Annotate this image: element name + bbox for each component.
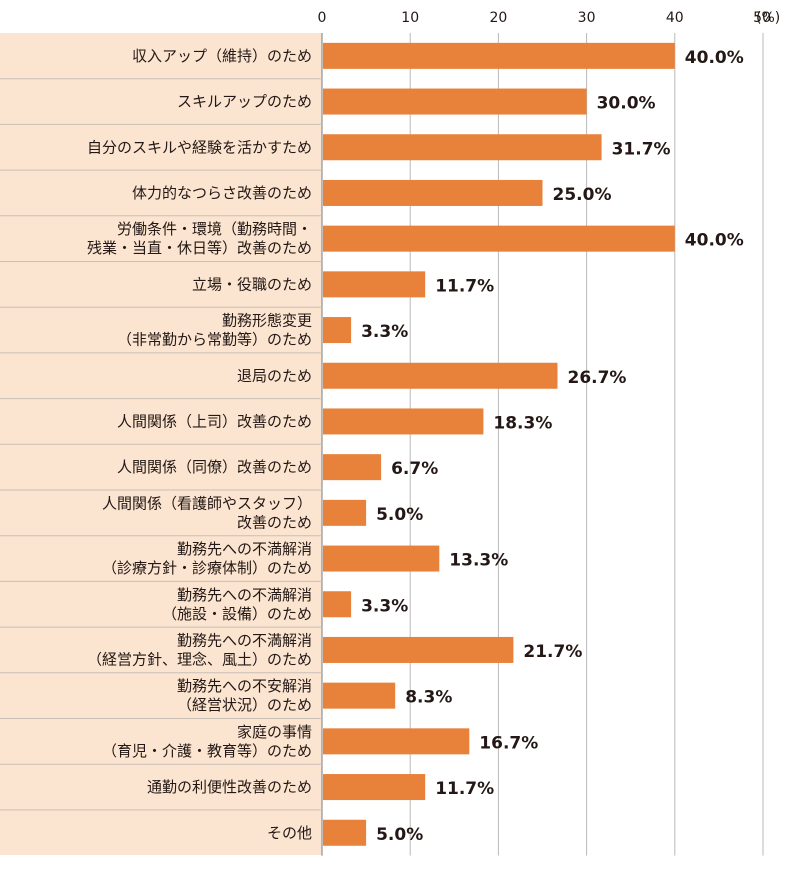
chart-rows <box>0 78 322 811</box>
bar <box>323 362 558 389</box>
bar <box>323 774 426 801</box>
category-label: 人間関係（看護師やスタッフ） <box>102 494 312 512</box>
value-label: 11.7% <box>435 276 494 296</box>
value-label: 3.3% <box>361 322 408 342</box>
bar <box>323 454 382 481</box>
category-label: （非常勤から常勤等）のため <box>117 331 312 349</box>
category-label: 退局のため <box>237 367 312 385</box>
value-label: 18.3% <box>493 413 552 433</box>
value-label: 30.0% <box>597 94 656 114</box>
category-label: （経営状況）のため <box>177 696 312 714</box>
bar <box>323 499 367 526</box>
category-label: 勤務先への不安解消 <box>177 677 312 695</box>
category-label: 通勤の利便性改善のため <box>147 778 312 796</box>
bar <box>323 271 426 298</box>
category-label: 人間関係（同僚）改善のため <box>117 458 312 476</box>
bar <box>323 42 675 69</box>
bars <box>323 42 675 846</box>
category-label: 勤務先への不満解消 <box>177 586 312 604</box>
bar <box>323 819 367 846</box>
category-label: （育児・介護・教育等）のため <box>102 742 312 760</box>
bar <box>323 591 352 618</box>
value-label: 21.7% <box>523 642 582 662</box>
category-label: 自分のスキルや経験を活かすため <box>87 138 312 156</box>
bar <box>323 134 602 161</box>
axis-unit-label: (%) <box>756 10 780 26</box>
x-tick-label: 20 <box>489 10 507 26</box>
bar <box>323 636 514 663</box>
category-label: （経営方針、理念、風土）のため <box>87 650 312 668</box>
category-label: 勤務形態変更 <box>222 312 312 330</box>
category-label: 勤務先への不満解消 <box>177 631 312 649</box>
x-tick-label: 30 <box>578 10 596 26</box>
x-tick-label: 10 <box>401 10 419 26</box>
value-label: 26.7% <box>567 368 626 388</box>
category-labels: 収入アップ（維持）のためスキルアップのため自分のスキルや経験を活かすため体力的な… <box>87 47 312 842</box>
category-label: （施設・設備）のため <box>162 605 312 623</box>
bar <box>323 225 675 252</box>
value-label: 40.0% <box>685 231 744 251</box>
value-label: 3.3% <box>361 596 408 616</box>
category-label: その他 <box>267 824 312 842</box>
category-label: 体力的なつらさ改善のため <box>132 184 312 202</box>
value-labels: 40.0% 30.0% 31.7% 25.0% 40.0% 11.7% 3.3% 26.7% 1… <box>361 48 744 845</box>
category-label: 改善のため <box>237 513 312 531</box>
value-label: 40.0% <box>685 48 744 68</box>
category-label: 人間関係（上司）改善のため <box>117 412 312 430</box>
value-label: 16.7% <box>479 733 538 753</box>
bar <box>323 408 484 435</box>
category-label: 残業・当直・休日等）改善のため <box>87 239 312 257</box>
value-label: 5.0% <box>376 505 423 525</box>
value-label: 8.3% <box>405 688 452 708</box>
category-label: スキルアップのため <box>177 93 312 111</box>
value-label: 13.3% <box>449 551 508 571</box>
category-label: 勤務先への不満解消 <box>177 540 312 558</box>
value-label: 31.7% <box>612 139 671 159</box>
category-label: 家庭の事情 <box>237 723 312 741</box>
category-label: 収入アップ（維持）のため <box>132 47 312 65</box>
x-tick-label: 40 <box>666 10 684 26</box>
x-tick-label: 0 <box>318 10 327 26</box>
bar <box>323 682 396 709</box>
bar <box>323 179 543 206</box>
category-label: 労働条件・環境（勤務時間・ <box>117 220 312 238</box>
x-axis-ticks: 0 10 20 30 40 50 <box>318 10 771 26</box>
value-label: 5.0% <box>376 825 423 845</box>
value-label: 11.7% <box>435 779 494 799</box>
x-tick-label: 50 <box>753 10 771 26</box>
value-label: 6.7% <box>391 459 438 479</box>
category-label: 立場・役職のため <box>192 275 312 293</box>
category-label: （診療方針・診療体制）のため <box>102 559 312 577</box>
bar <box>323 728 470 755</box>
value-label: 25.0% <box>553 185 612 205</box>
bar <box>323 317 352 344</box>
bar <box>323 88 587 115</box>
bar <box>323 545 440 572</box>
